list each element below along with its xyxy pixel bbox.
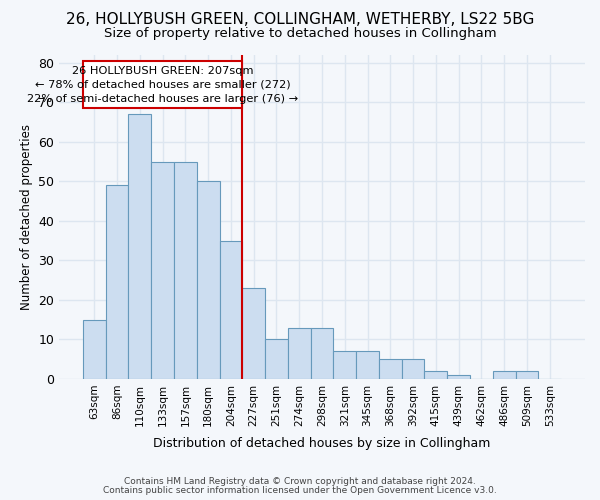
Bar (379, 359, 401, 379)
Text: 26 HOLLYBUSH GREEN: 207sqm
← 78% of detached houses are smaller (272)
22% of sem: 26 HOLLYBUSH GREEN: 207sqm ← 78% of deta… (27, 66, 298, 104)
Bar (424, 371, 447, 379)
X-axis label: Distribution of detached houses by size in Collingham: Distribution of detached houses by size … (153, 437, 491, 450)
Bar (447, 375, 470, 379)
Text: Size of property relative to detached houses in Collingham: Size of property relative to detached ho… (104, 28, 496, 40)
Bar (311, 328, 334, 379)
Bar (515, 371, 538, 379)
Bar (174, 162, 197, 379)
Bar (128, 114, 151, 379)
Bar (151, 162, 174, 379)
Text: Contains public sector information licensed under the Open Government Licence v3: Contains public sector information licen… (103, 486, 497, 495)
Bar (401, 359, 424, 379)
Bar (356, 352, 379, 379)
Bar (265, 340, 288, 379)
Bar (334, 352, 356, 379)
Bar (493, 371, 515, 379)
Text: 26, HOLLYBUSH GREEN, COLLINGHAM, WETHERBY, LS22 5BG: 26, HOLLYBUSH GREEN, COLLINGHAM, WETHERB… (66, 12, 534, 28)
Bar (197, 182, 220, 379)
Bar (83, 320, 106, 379)
Bar (83, 61, 242, 108)
Bar (242, 288, 265, 379)
Bar (220, 240, 242, 379)
Text: Contains HM Land Registry data © Crown copyright and database right 2024.: Contains HM Land Registry data © Crown c… (124, 477, 476, 486)
Bar (288, 328, 311, 379)
Y-axis label: Number of detached properties: Number of detached properties (20, 124, 32, 310)
Bar (106, 186, 128, 379)
